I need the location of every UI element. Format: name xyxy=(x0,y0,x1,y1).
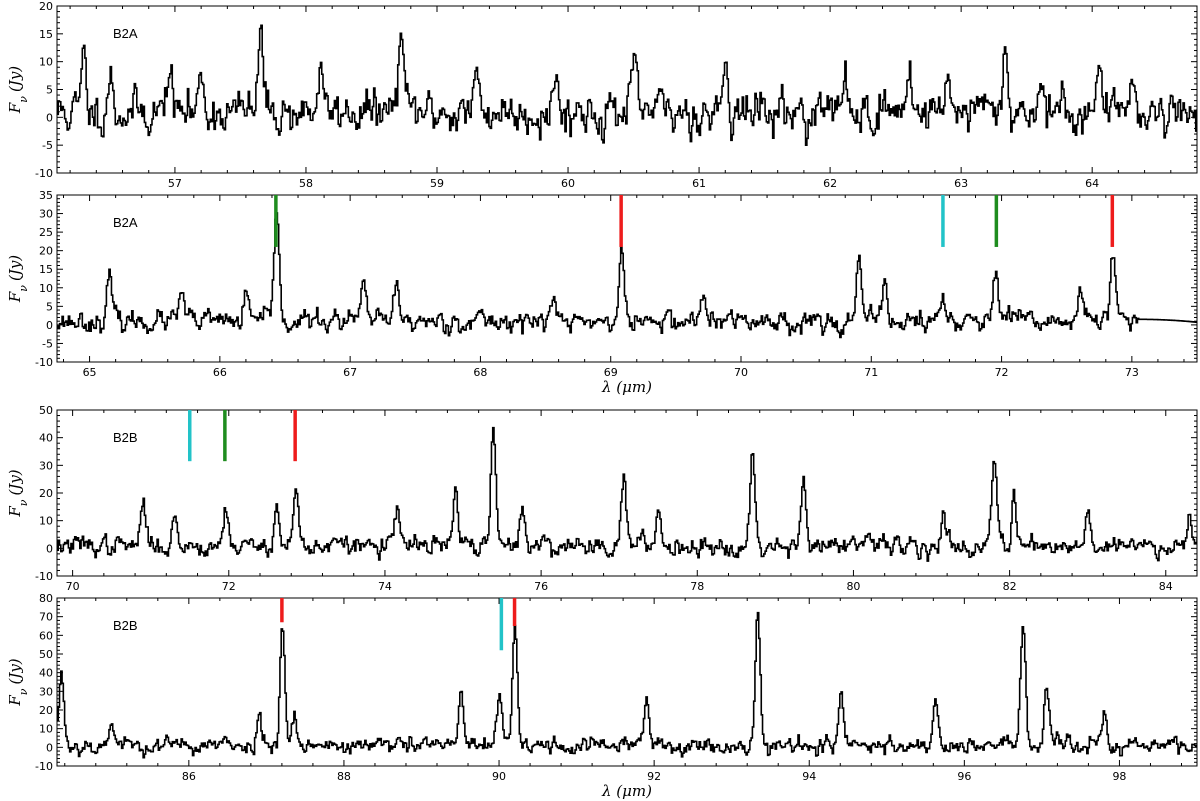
y-tick-label: 15 xyxy=(39,28,53,41)
plot-frame xyxy=(56,597,1198,767)
x-tick-label: 67 xyxy=(343,366,357,379)
x-tick-label: 76 xyxy=(534,580,548,593)
x-tick-label: 80 xyxy=(846,580,860,593)
y-tick-label: -10 xyxy=(35,167,53,180)
x-tick-label: 90 xyxy=(492,770,506,783)
y-tick-label: 30 xyxy=(39,208,53,221)
y-axis-title: Fν(Jy) xyxy=(6,658,30,706)
x-tick-label: 59 xyxy=(430,177,444,190)
x-tick-label: 68 xyxy=(473,366,487,379)
y-tick-label: -10 xyxy=(35,760,53,773)
x-tick-label: 62 xyxy=(823,177,837,190)
x-tick-label: 72 xyxy=(222,580,236,593)
x-tick-label: 84 xyxy=(1159,580,1173,593)
panel-label: B2B xyxy=(113,430,138,445)
panel-label: B2A xyxy=(113,26,138,41)
x-tick-label: 73 xyxy=(1125,366,1139,379)
y-tick-label: 10 xyxy=(39,282,53,295)
x-tick-label: 58 xyxy=(299,177,313,190)
spectrum-line xyxy=(57,24,1197,146)
y-tick-label: 40 xyxy=(39,667,53,680)
y-tick-label: 20 xyxy=(39,487,53,500)
x-tick-label: 69 xyxy=(604,366,618,379)
x-axis-title: λ (μm) xyxy=(601,782,652,800)
y-tick-label: 60 xyxy=(39,629,53,642)
x-tick-label: 88 xyxy=(337,770,351,783)
panel-label: B2A xyxy=(113,215,138,230)
x-tick-label: 86 xyxy=(182,770,196,783)
y-axis-title: Fν(Jy) xyxy=(6,255,30,303)
y-tick-label: 20 xyxy=(39,704,53,717)
y-tick-label: 50 xyxy=(39,648,53,661)
y-tick-label: -10 xyxy=(35,356,53,369)
y-tick-label: -5 xyxy=(42,139,53,152)
spectrum-panel-1: 57 58 59 60 61 62 63 64 -10 -5 0 5 10 15 20 Fν(Jy) B2A xyxy=(6,0,1198,190)
x-tick-label: 70 xyxy=(66,580,80,593)
y-tick-label: 5 xyxy=(46,300,53,313)
y-tick-label: 20 xyxy=(39,245,53,258)
y-tick-label: 20 xyxy=(39,0,53,13)
spectrum-line xyxy=(57,212,1197,339)
y-tick-label: -10 xyxy=(35,570,53,583)
y-tick-label: 25 xyxy=(39,226,53,239)
x-tick-label: 71 xyxy=(864,366,878,379)
x-tick-label: 70 xyxy=(734,366,748,379)
spectrum-line xyxy=(57,611,1197,759)
spectrum-panel-3: 70 72 74 76 78 80 82 84 -10 0 10 20 30 40 50 Fν(Jy) B2B xyxy=(6,404,1198,593)
y-tick-label: 0 xyxy=(46,542,53,555)
y-tick-label: 10 xyxy=(39,515,53,528)
spectrum-panel-4: 86 88 90 92 94 96 98 -10 0 10 20 30 40 50 60 70 80 Fν(Jy)… xyxy=(6,592,1198,800)
y-tick-label: 10 xyxy=(39,723,53,736)
x-tick-label: 72 xyxy=(995,366,1009,379)
x-tick-label: 61 xyxy=(692,177,706,190)
spectrum-panel-2: 65 66 67 68 69 70 71 72 73 -10 -5 0 5 10 15 20 25 30 35 Fν(… xyxy=(6,189,1198,396)
x-tick-label: 82 xyxy=(1003,580,1017,593)
x-tick-label: 98 xyxy=(1112,770,1126,783)
y-tick-label: 15 xyxy=(39,263,53,276)
x-tick-label: 96 xyxy=(957,770,971,783)
y-tick-label: 0 xyxy=(46,319,53,332)
spectrum-line xyxy=(57,426,1197,562)
x-tick-label: 74 xyxy=(378,580,392,593)
y-tick-label: 50 xyxy=(39,404,53,417)
y-tick-label: 5 xyxy=(46,84,53,97)
plot-frame xyxy=(56,409,1198,577)
x-tick-label: 60 xyxy=(561,177,575,190)
plot-frame xyxy=(56,194,1198,363)
x-tick-label: 64 xyxy=(1085,177,1099,190)
x-tick-label: 63 xyxy=(954,177,968,190)
y-tick-label: 0 xyxy=(46,741,53,754)
y-tick-label: 10 xyxy=(39,56,53,69)
x-tick-label: 92 xyxy=(647,770,661,783)
x-tick-label: 66 xyxy=(213,366,227,379)
panel-label: B2B xyxy=(113,618,138,633)
x-tick-label: 94 xyxy=(802,770,816,783)
plot-frame xyxy=(56,5,1198,174)
x-tick-label: 57 xyxy=(168,177,182,190)
y-tick-label: 80 xyxy=(39,592,53,605)
y-tick-label: 70 xyxy=(39,611,53,624)
y-axis-title: Fν(Jy) xyxy=(6,66,30,114)
y-tick-label: -5 xyxy=(42,337,53,350)
y-axis-title: Fν(Jy) xyxy=(6,469,30,517)
y-tick-label: 0 xyxy=(46,111,53,124)
y-tick-label: 30 xyxy=(39,685,53,698)
y-tick-label: 30 xyxy=(39,459,53,472)
y-tick-label: 35 xyxy=(39,189,53,202)
x-axis-title: λ (μm) xyxy=(601,378,652,396)
y-tick-label: 40 xyxy=(39,432,53,445)
x-tick-label: 78 xyxy=(690,580,704,593)
x-tick-label: 65 xyxy=(83,366,97,379)
